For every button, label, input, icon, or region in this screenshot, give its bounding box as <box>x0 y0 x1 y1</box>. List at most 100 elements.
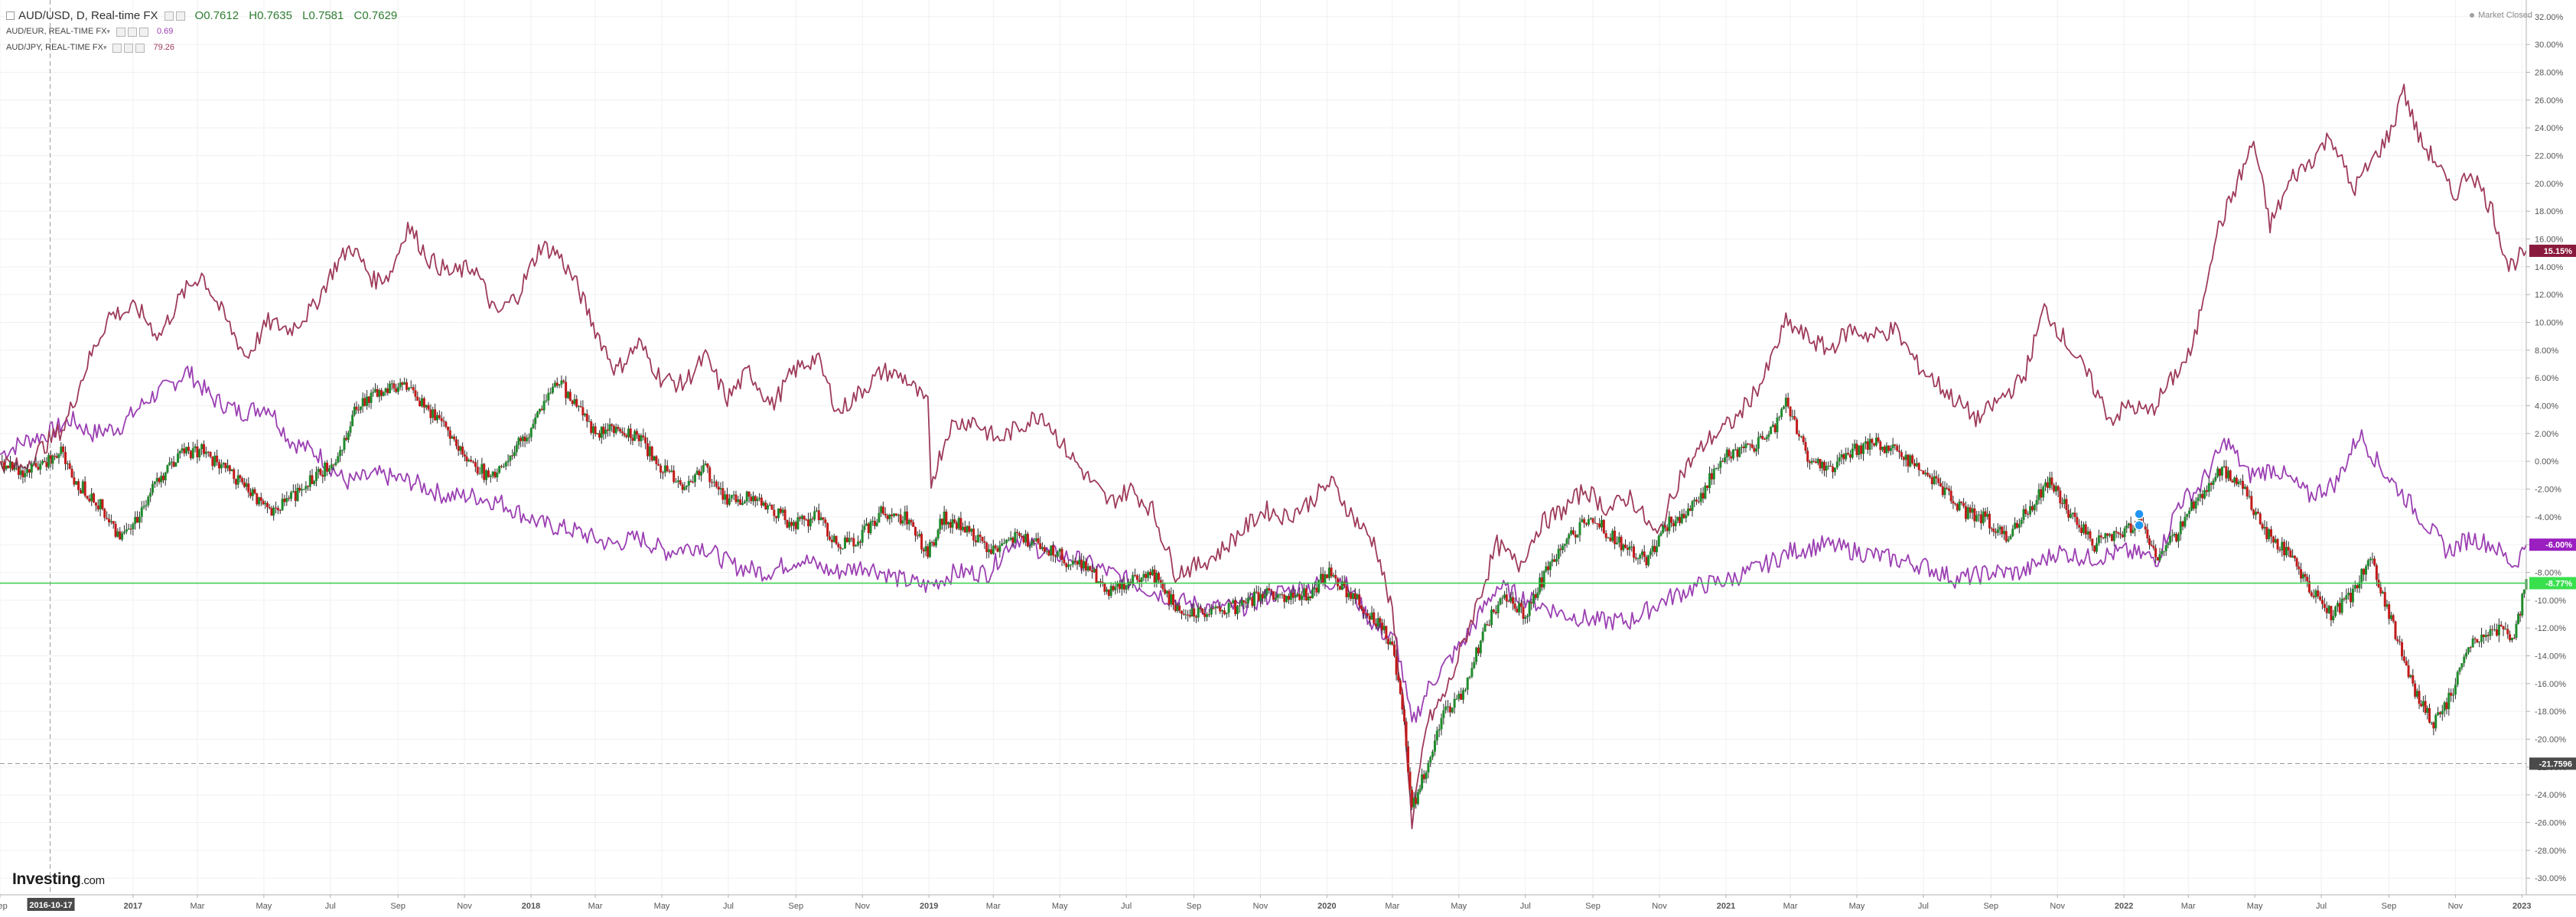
candle-body <box>2263 527 2266 529</box>
compare-symbol[interactable]: AUD/JPY, REAL-TIME FX <box>6 43 103 52</box>
candle-body <box>1804 442 1807 451</box>
candle-body <box>2020 519 2023 525</box>
candle-body <box>200 444 204 450</box>
candle-body <box>1197 607 1200 618</box>
candle-body <box>57 454 60 458</box>
candle-body <box>1022 537 1025 543</box>
candle-body <box>1522 606 1525 619</box>
candle-body <box>794 522 797 529</box>
candle-body <box>1479 640 1482 654</box>
settings-square-icon[interactable] <box>124 43 134 53</box>
candle-body <box>151 483 155 493</box>
candle-body <box>1425 772 1428 779</box>
candle-body <box>2340 598 2343 613</box>
series-layer <box>0 83 2528 830</box>
investing-logo[interactable]: Investing.com <box>12 870 105 889</box>
candle-body <box>1427 763 1430 772</box>
candle-body <box>300 489 303 491</box>
candle-body <box>996 548 999 552</box>
candle-body <box>2407 665 2410 678</box>
candle-body <box>26 469 29 473</box>
logo-name: Investing <box>12 870 81 888</box>
settings-square-icon[interactable] <box>164 11 174 21</box>
candle-body <box>2199 493 2202 498</box>
candle-body <box>1403 709 1406 722</box>
candle-body <box>62 446 65 452</box>
candle-body <box>1909 455 1912 467</box>
candle-body <box>1757 437 1760 449</box>
candle-body <box>2421 701 2425 707</box>
candle-body <box>177 453 180 463</box>
candle-body <box>924 546 927 551</box>
candle-body <box>2476 639 2479 643</box>
candle-body <box>314 472 318 481</box>
candle-body <box>392 383 396 389</box>
candle-body <box>416 396 419 402</box>
candle-body <box>2024 509 2027 514</box>
candle-body <box>913 526 917 536</box>
candle-body <box>1069 564 1072 566</box>
candle-body <box>19 470 22 476</box>
candle-body <box>2146 529 2149 538</box>
candle-body <box>2022 509 2025 520</box>
candle-body <box>2321 600 2324 604</box>
candle-body <box>596 433 599 434</box>
candle-body <box>2336 603 2339 607</box>
candle-body <box>264 502 267 505</box>
candle-body <box>1223 610 1226 615</box>
compare-symbol[interactable]: AUD/EUR, REAL-TIME FX <box>6 27 107 36</box>
candle-body <box>1366 613 1369 616</box>
candle-body <box>1076 561 1079 565</box>
settings-square-icon[interactable] <box>127 27 137 37</box>
candle-body <box>837 544 840 548</box>
candle-body <box>224 463 227 469</box>
candle-body <box>1933 476 1936 485</box>
candle-body <box>1272 591 1275 600</box>
candle-body <box>2117 532 2120 534</box>
candle-body <box>792 522 795 526</box>
candle-body <box>1468 676 1471 678</box>
candle-body <box>2463 656 2466 664</box>
candle-body <box>1725 449 1728 457</box>
candle-body <box>2512 637 2516 639</box>
candle-body <box>304 486 308 489</box>
chevron-down-icon[interactable]: ▾ <box>103 44 107 51</box>
x-axis: Sep 2017 Mar May Jul Sep Nov 2018 Mar May Jul Sep No… <box>0 894 2576 911</box>
candle-body <box>2345 595 2348 600</box>
candle-body <box>1134 574 1137 576</box>
candle-body <box>2110 534 2113 541</box>
badge-crosshair-date <box>27 898 75 911</box>
candle-body <box>1014 532 1017 543</box>
candle-body <box>324 462 327 477</box>
eye-square-icon[interactable] <box>112 43 122 53</box>
eye-square-icon[interactable] <box>116 27 125 37</box>
candle-body <box>1611 530 1614 541</box>
candle-body <box>1236 606 1239 614</box>
candle-body <box>815 510 818 512</box>
candle-body <box>317 469 320 473</box>
candle-body <box>384 388 387 392</box>
y-tick-label: 18.00% <box>2535 207 2564 216</box>
close-square-icon[interactable] <box>135 43 145 53</box>
candle-body <box>1628 546 1631 550</box>
main-symbol[interactable]: AUD/USD, D, Real-time FX <box>18 9 158 22</box>
candle-body <box>1917 463 1920 470</box>
candle-body <box>1816 459 1819 463</box>
candle-body <box>2082 524 2085 533</box>
candle-body <box>642 435 645 437</box>
candle-body <box>337 456 340 463</box>
chevron-down-icon[interactable]: ▾ <box>106 28 110 35</box>
candle-body <box>1596 523 1599 525</box>
candle-body <box>1784 398 1787 407</box>
collapse-toggle-icon[interactable] <box>6 11 15 20</box>
close-square-icon[interactable] <box>175 11 185 21</box>
candle-body <box>1483 624 1487 632</box>
candle-body <box>2496 629 2499 636</box>
candle-body <box>886 515 889 519</box>
candle-body <box>2002 531 2005 535</box>
close-square-icon[interactable] <box>138 27 148 37</box>
candle-body <box>1503 594 1506 598</box>
candle-body <box>2188 510 2191 514</box>
x-tick-label: May <box>2247 902 2263 911</box>
